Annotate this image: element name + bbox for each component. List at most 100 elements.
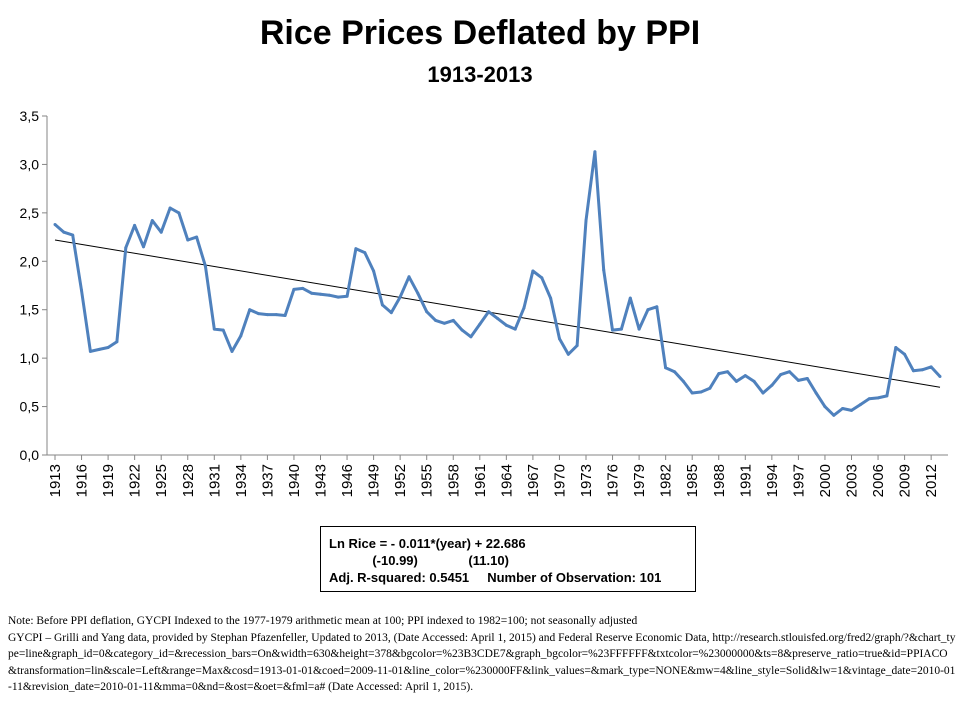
data-point <box>911 369 915 373</box>
data-point <box>805 377 809 380</box>
trend-line <box>54 239 941 388</box>
x-tick-label: 1982 <box>658 464 675 497</box>
x-tick-label: 2012 <box>923 464 940 497</box>
data-point <box>664 366 668 370</box>
data-point <box>203 264 207 268</box>
data-point <box>673 370 676 374</box>
data-point <box>814 391 818 395</box>
y-tick-label: 2,5 <box>20 205 40 221</box>
data-point <box>690 391 694 395</box>
data-point <box>743 374 747 378</box>
data-point <box>734 379 738 383</box>
data-point <box>496 316 499 320</box>
x-tick-label: 1961 <box>472 464 489 497</box>
data-point <box>301 286 305 290</box>
x-tick-label: 1949 <box>366 464 383 497</box>
data-point <box>540 276 544 280</box>
rice-price-series-line <box>54 150 942 417</box>
x-tick-label: 1916 <box>74 464 91 497</box>
data-point <box>319 292 322 296</box>
data-point <box>168 206 172 210</box>
data-point <box>283 314 287 317</box>
regression-equation: Ln Rice = - 0.011*(year) + 22.686 <box>329 536 526 551</box>
x-tick-label: 1919 <box>100 464 117 497</box>
line-chart: 0,0 0,5 1,0 1,5 2,0 2,5 3,0 3,5 1913 1916 1919 192… <box>20 108 948 497</box>
x-tick-label: 1958 <box>445 464 462 497</box>
data-point <box>425 310 429 314</box>
x-tick-label: 1973 <box>578 464 595 497</box>
data-point <box>310 291 314 295</box>
data-point <box>177 211 181 215</box>
x-tick-label: 1955 <box>419 464 436 497</box>
data-point <box>407 275 411 279</box>
data-point <box>133 223 137 227</box>
data-point <box>646 308 650 312</box>
data-point <box>354 247 358 251</box>
data-point <box>920 368 924 372</box>
data-point <box>558 337 561 341</box>
data-point <box>681 379 685 383</box>
data-point <box>531 269 535 273</box>
data-point <box>478 322 482 326</box>
data-point <box>398 295 402 299</box>
data-point <box>929 365 933 369</box>
data-point <box>62 230 66 234</box>
x-tick-label: 1943 <box>313 464 330 497</box>
x-tick-label: 1976 <box>605 464 622 497</box>
data-point <box>97 347 101 351</box>
data-point <box>637 327 641 331</box>
data-point <box>80 288 83 292</box>
data-point <box>372 269 376 273</box>
x-tick-label: 1925 <box>153 464 170 497</box>
data-point <box>779 373 783 377</box>
x-tick-label: 1979 <box>631 464 648 497</box>
data-point <box>434 318 438 322</box>
x-tick-label: 1967 <box>525 464 542 497</box>
x-tick-label: 1964 <box>498 464 515 497</box>
data-point <box>115 340 119 344</box>
data-point <box>380 303 384 307</box>
data-point <box>770 383 774 387</box>
data-point <box>522 306 526 310</box>
data-point <box>549 296 553 300</box>
y-axis-ticks: 0,0 0,5 1,0 1,5 2,0 2,5 3,0 3,5 <box>20 108 47 463</box>
data-point <box>221 328 225 332</box>
x-tick-label: 1940 <box>286 464 303 497</box>
data-point <box>575 344 579 348</box>
data-point <box>894 346 898 349</box>
x-tick-label: 2000 <box>817 464 834 497</box>
source-note: Note: Before PPI deflation, GYCPI Indexe… <box>8 613 956 696</box>
data-point <box>186 238 190 242</box>
data-point <box>451 318 455 322</box>
data-point <box>124 246 128 250</box>
data-point <box>726 370 730 374</box>
data-point <box>265 313 269 317</box>
data-point <box>150 219 154 223</box>
source-line: GYCPI – Grilli and Yang data, provided b… <box>8 631 956 694</box>
data-point <box>655 305 659 309</box>
x-tick-label: 1922 <box>127 464 144 497</box>
data-point <box>796 378 800 382</box>
data-point <box>858 403 862 407</box>
x-tick-label: 1946 <box>339 464 356 497</box>
y-tick-label: 2,0 <box>20 253 40 269</box>
data-point <box>460 328 464 332</box>
data-point <box>292 287 296 291</box>
data-point <box>699 390 703 394</box>
data-point <box>53 223 57 226</box>
regression-fit-stats: Adj. R-squared: 0.5451 Number of Observa… <box>329 570 662 585</box>
data-point <box>487 310 491 314</box>
data-point <box>513 327 517 331</box>
data-point <box>416 291 420 295</box>
data-point <box>71 233 75 237</box>
y-tick-label: 1,0 <box>20 350 40 366</box>
x-tick-label: 1994 <box>764 464 781 497</box>
data-point <box>788 370 791 374</box>
data-point <box>195 235 199 239</box>
data-point <box>274 313 278 317</box>
data-point <box>593 150 597 154</box>
data-point <box>212 327 216 331</box>
data-point <box>257 312 260 316</box>
data-point <box>761 391 765 395</box>
y-tick-label: 3,0 <box>20 156 40 172</box>
